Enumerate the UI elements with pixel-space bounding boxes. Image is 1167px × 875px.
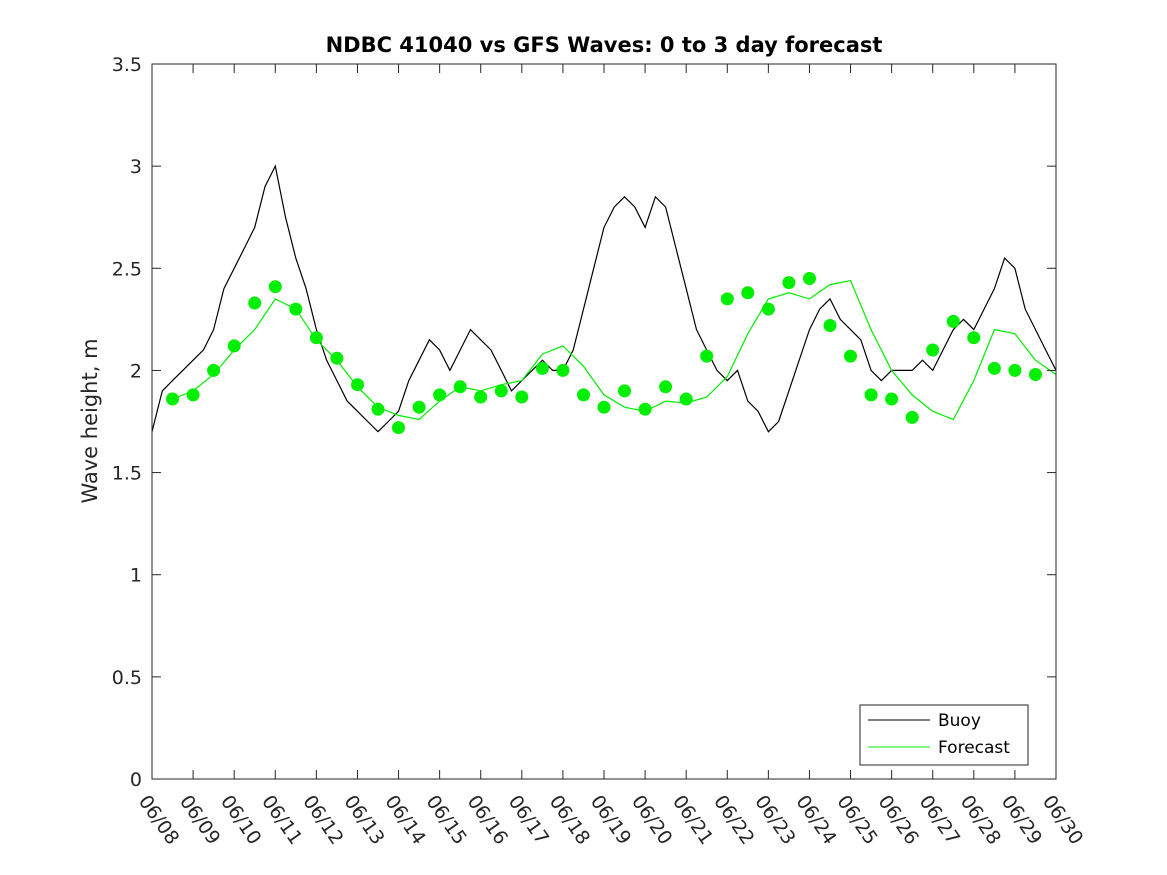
forecast-marker [351,378,364,392]
y-tick-label: 1 [130,565,142,587]
forecast-marker [515,390,529,404]
forecast-marker [433,388,447,402]
forecast-marker [987,361,1001,375]
forecast-marker [268,280,282,294]
forecast-marker [967,331,981,345]
forecast-marker [1008,363,1022,377]
forecast-marker [597,400,611,414]
legend-label-forecast: Forecast [938,738,1010,758]
y-axis-label: Wave height, m [78,338,102,503]
y-axis: 0 0.5 1 1.5 2 2.5 3 3.5 [112,54,1056,791]
forecast-marker [494,384,508,398]
forecast-marker [885,392,899,406]
forecast-marker [474,390,488,404]
chart-title: NDBC 41040 vs GFS Waves: 0 to 3 day fore… [326,33,883,57]
forecast-marker [638,402,652,416]
forecast-marker [227,339,241,353]
series-line-buoy [151,164,1057,433]
forecast-marker [700,349,714,363]
forecast-marker [679,392,693,406]
y-tick-label: 3 [130,156,142,178]
y-tick-label: 0.5 [112,667,142,689]
forecast-marker [186,388,200,402]
forecast-marker [166,392,179,406]
forecast-marker [659,380,673,394]
forecast-marker [535,361,549,375]
plot-area [152,64,1056,779]
forecast-marker [905,410,919,424]
forecast-marker [248,296,262,310]
forecast-marker [864,388,878,402]
forecast-marker [412,400,426,414]
forecast-marker [946,314,960,328]
forecast-marker [556,363,570,377]
legend-label-buoy: Buoy [938,711,981,731]
forecast-marker [823,319,837,332]
forecast-marker [309,331,323,345]
forecast-marker [392,421,405,435]
forecast-marker [803,272,816,285]
forecast-marker [289,302,303,316]
forecast-marker [330,351,344,365]
legend: Buoy Forecast [859,704,1029,766]
forecast-marker [1029,368,1042,381]
forecast-marker [720,292,734,306]
forecast-marker [207,363,221,377]
forecast-marker [371,402,385,416]
forecast-marker [741,286,755,300]
y-tick-label: 2.5 [112,258,142,280]
y-tick-label: 1.5 [112,463,142,485]
legend-box [859,704,1029,766]
forecast-marker [761,302,775,316]
forecast-marker [577,388,590,402]
forecast-marker [782,276,796,290]
forecast-marker [453,380,467,394]
y-tick-label: 2 [130,360,142,382]
marker-layer [166,272,1042,435]
forecast-marker [926,343,940,357]
y-tick-label: 0 [130,769,142,791]
forecast-marker [844,349,857,363]
forecast-marker [618,384,631,398]
y-tick-label: 3.5 [112,54,142,76]
